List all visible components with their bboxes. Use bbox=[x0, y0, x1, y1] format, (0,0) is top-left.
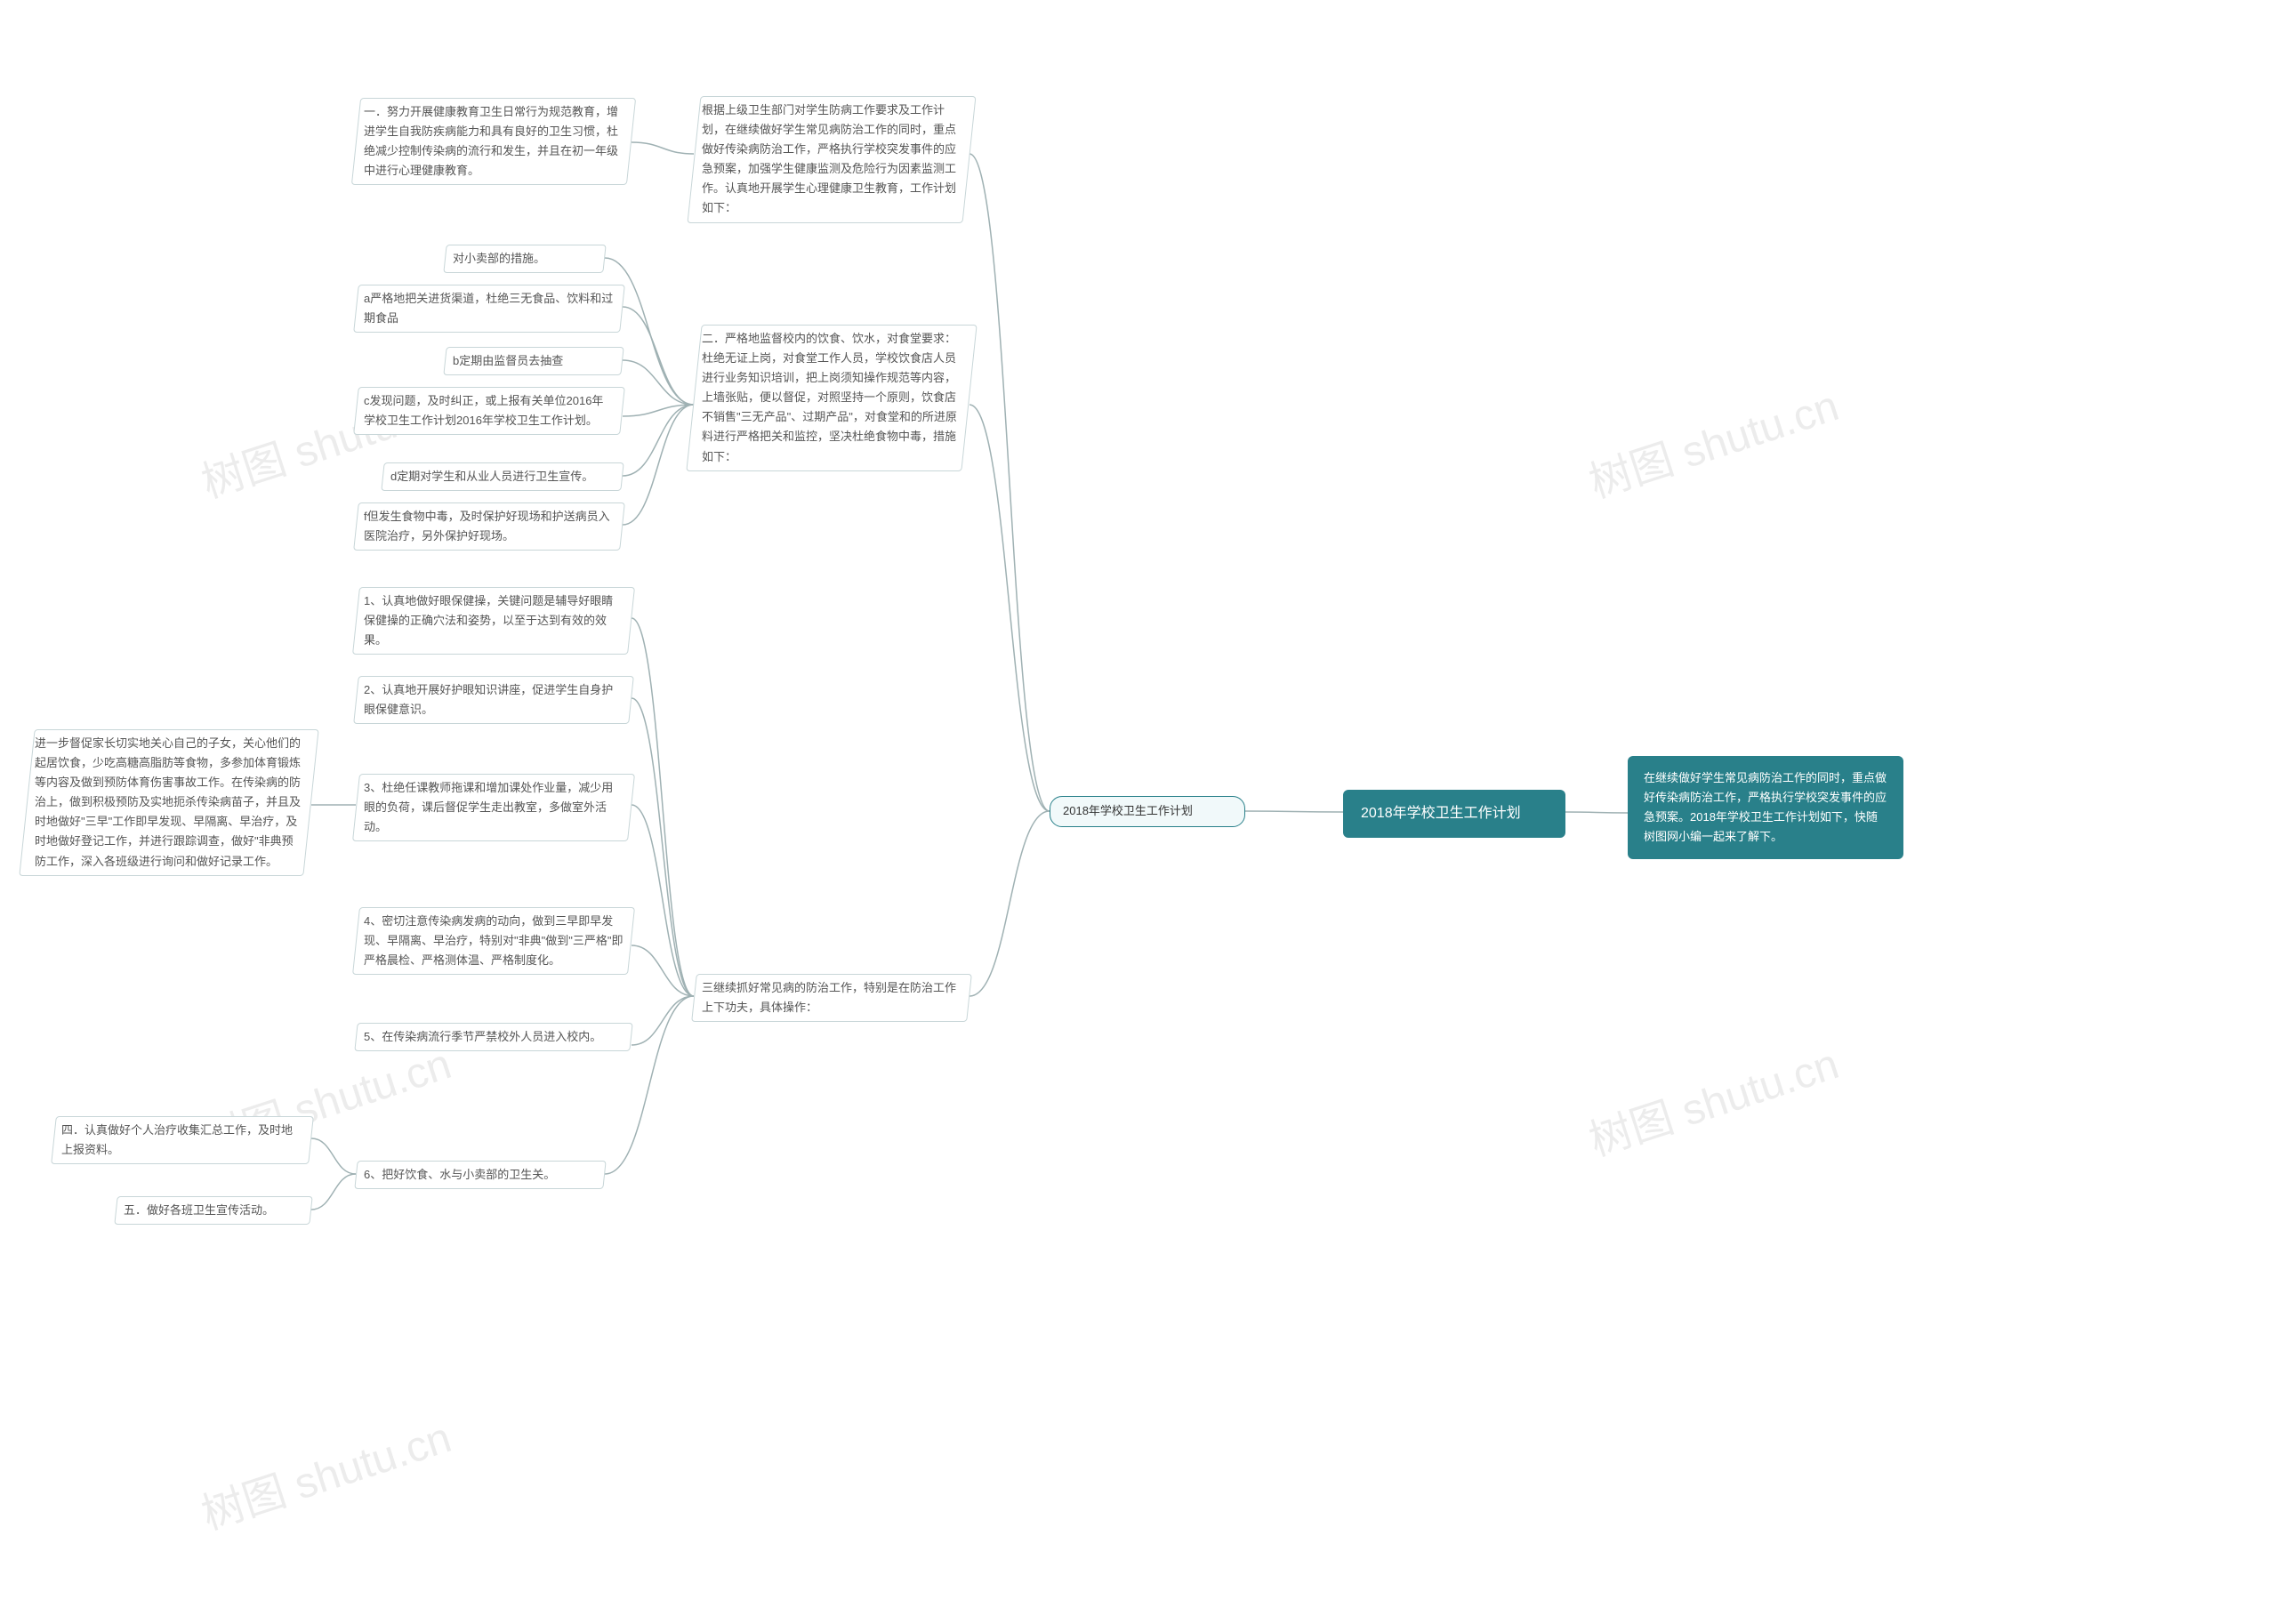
leaf-node[interactable]: 6、把好饮食、水与小卖部的卫生关。 bbox=[354, 1161, 606, 1189]
leaf-text: 4、密切注意传染病发病的动向，做到三早即早发现、早隔离、早治疗，特别对"非典"做… bbox=[364, 912, 624, 970]
leaf-text: a严格地把关进货渠道，杜绝三无食品、饮料和过期食品 bbox=[364, 289, 615, 328]
leaf-node[interactable]: 进一步督促家长切实地关心自己的子女，关心他们的起居饮食，少吃高糖高脂肪等食物，多… bbox=[19, 729, 318, 876]
leaf-text: 2、认真地开展好护眼知识讲座，促进学生自身护眼保健意识。 bbox=[364, 680, 624, 720]
leaf-text: f但发生食物中毒，及时保护好现场和护送病员入医院治疗，另外保护好现场。 bbox=[364, 507, 615, 546]
root-desc-text: 在继续做好学生常见病防治工作的同时，重点做好传染病防治工作，严格执行学校突发事件… bbox=[1644, 771, 1887, 843]
connector-path bbox=[632, 618, 694, 996]
leaf-node[interactable]: a严格地把关进货渠道，杜绝三无食品、饮料和过期食品 bbox=[353, 285, 625, 333]
leaf-node[interactable]: 二．严格地监督校内的饮食、饮水，对食堂要求：杜绝无证上岗，对食堂工作人员，学校饮… bbox=[686, 325, 977, 471]
connector-path bbox=[632, 805, 694, 996]
leaf-node[interactable]: 根据上级卫生部门对学生防病工作要求及工作计划，在继续做好学生常见病防治工作的同时… bbox=[688, 96, 977, 223]
connector-path bbox=[970, 405, 1050, 811]
leaf-text: 3、杜绝任课教师拖课和增加课处作业量，减少用眼的负荷，课后督促学生走出教室，多做… bbox=[364, 778, 624, 837]
leaf-text: d定期对学生和从业人员进行卫生宣传。 bbox=[390, 467, 593, 486]
leaf-text: 对小卖部的措施。 bbox=[453, 249, 545, 269]
root-node[interactable]: 2018年学校卫生工作计划 bbox=[1343, 790, 1565, 838]
root-description[interactable]: 在继续做好学生常见病防治工作的同时，重点做好传染病防治工作，严格执行学校突发事件… bbox=[1628, 756, 1903, 859]
connector-path bbox=[623, 405, 694, 416]
leaf-node[interactable]: c发现问题，及时纠正，或上报有关单位2016年学校卫生工作计划2016年学校卫生… bbox=[353, 387, 625, 435]
leaf-text: 四．认真做好个人治疗收集汇总工作，及时地上报资料。 bbox=[61, 1121, 303, 1160]
connector-path bbox=[1565, 812, 1628, 813]
leaf-node[interactable]: f但发生食物中毒，及时保护好现场和护送病员入医院治疗，另外保护好现场。 bbox=[353, 502, 625, 551]
leaf-node[interactable]: 四．认真做好个人治疗收集汇总工作，及时地上报资料。 bbox=[51, 1116, 314, 1164]
branch-label: 2018年学校卫生工作计划 bbox=[1063, 804, 1193, 817]
branch-node[interactable]: 2018年学校卫生工作计划 bbox=[1050, 796, 1245, 827]
watermark: 树图 shutu.cn bbox=[192, 1403, 457, 1541]
connector-path bbox=[632, 698, 694, 996]
leaf-text: 一．努力开展健康教育卫生日常行为规范教育，增进学生自我防疾病能力和具有良好的卫生… bbox=[364, 102, 624, 181]
connector-path bbox=[970, 811, 1050, 996]
leaf-text: 三继续抓好常见病的防治工作，特别是在防治工作上下功夫，具体操作： bbox=[702, 978, 961, 1017]
leaf-text: 1、认真地做好眼保健操，关键问题是辅导好眼睛保健操的正确穴法和姿势，以至于达到有… bbox=[364, 591, 624, 650]
leaf-node[interactable]: 对小卖部的措施。 bbox=[443, 245, 606, 273]
leaf-node[interactable]: 1、认真地做好眼保健操，关键问题是辅导好眼睛保健操的正确穴法和姿势，以至于达到有… bbox=[352, 587, 635, 655]
leaf-text: 5、在传染病流行季节严禁校外人员进入校内。 bbox=[364, 1027, 601, 1047]
connector-path bbox=[970, 154, 1050, 811]
connector-path bbox=[632, 996, 694, 1045]
leaf-node[interactable]: d定期对学生和从业人员进行卫生宣传。 bbox=[381, 462, 624, 491]
leaf-text: 根据上级卫生部门对学生防病工作要求及工作计划，在继续做好学生常见病防治工作的同时… bbox=[702, 100, 961, 219]
leaf-text: 五．做好各班卫生宣传活动。 bbox=[124, 1201, 274, 1220]
leaf-node[interactable]: b定期由监督员去抽查 bbox=[443, 347, 624, 375]
connector-path bbox=[311, 1174, 356, 1210]
leaf-text: b定期由监督员去抽查 bbox=[453, 351, 563, 371]
connector-path bbox=[623, 405, 694, 525]
root-label: 2018年学校卫生工作计划 bbox=[1361, 806, 1521, 821]
leaf-text: 二．严格地监督校内的饮食、饮水，对食堂要求：杜绝无证上岗，对食堂工作人员，学校饮… bbox=[702, 329, 961, 467]
mindmap-canvas: 树图 shutu.cn树图 shutu.cn树图 shutu.cn树图 shut… bbox=[0, 0, 2277, 1624]
connector-path bbox=[623, 360, 694, 405]
leaf-node[interactable]: 三继续抓好常见病的防治工作，特别是在防治工作上下功夫，具体操作： bbox=[691, 974, 972, 1022]
connector-path bbox=[623, 405, 694, 476]
leaf-node[interactable]: 五．做好各班卫生宣传活动。 bbox=[114, 1196, 312, 1225]
leaf-text: 6、把好饮食、水与小卖部的卫生关。 bbox=[364, 1165, 555, 1185]
leaf-node[interactable]: 5、在传染病流行季节严禁校外人员进入校内。 bbox=[354, 1023, 632, 1051]
connector-path bbox=[311, 1138, 356, 1174]
watermark: 树图 shutu.cn bbox=[1580, 1029, 1845, 1168]
connector-path bbox=[632, 142, 694, 154]
leaf-text: 进一步督促家长切实地关心自己的子女，关心他们的起居饮食，少吃高糖高脂肪等食物，多… bbox=[35, 734, 303, 872]
watermark: 树图 shutu.cn bbox=[1580, 371, 1845, 510]
leaf-text: c发现问题，及时纠正，或上报有关单位2016年学校卫生工作计划2016年学校卫生… bbox=[364, 391, 615, 430]
leaf-node[interactable]: 一．努力开展健康教育卫生日常行为规范教育，增进学生自我防疾病能力和具有良好的卫生… bbox=[351, 98, 636, 185]
connector-path bbox=[1245, 811, 1343, 812]
leaf-node[interactable]: 4、密切注意传染病发病的动向，做到三早即早发现、早隔离、早治疗，特别对"非典"做… bbox=[352, 907, 635, 975]
leaf-node[interactable]: 2、认真地开展好护眼知识讲座，促进学生自身护眼保健意识。 bbox=[353, 676, 634, 724]
leaf-node[interactable]: 3、杜绝任课教师拖课和增加课处作业量，减少用眼的负荷，课后督促学生走出教室，多做… bbox=[352, 774, 635, 841]
connector-path bbox=[623, 307, 694, 405]
connector-path bbox=[632, 945, 694, 996]
